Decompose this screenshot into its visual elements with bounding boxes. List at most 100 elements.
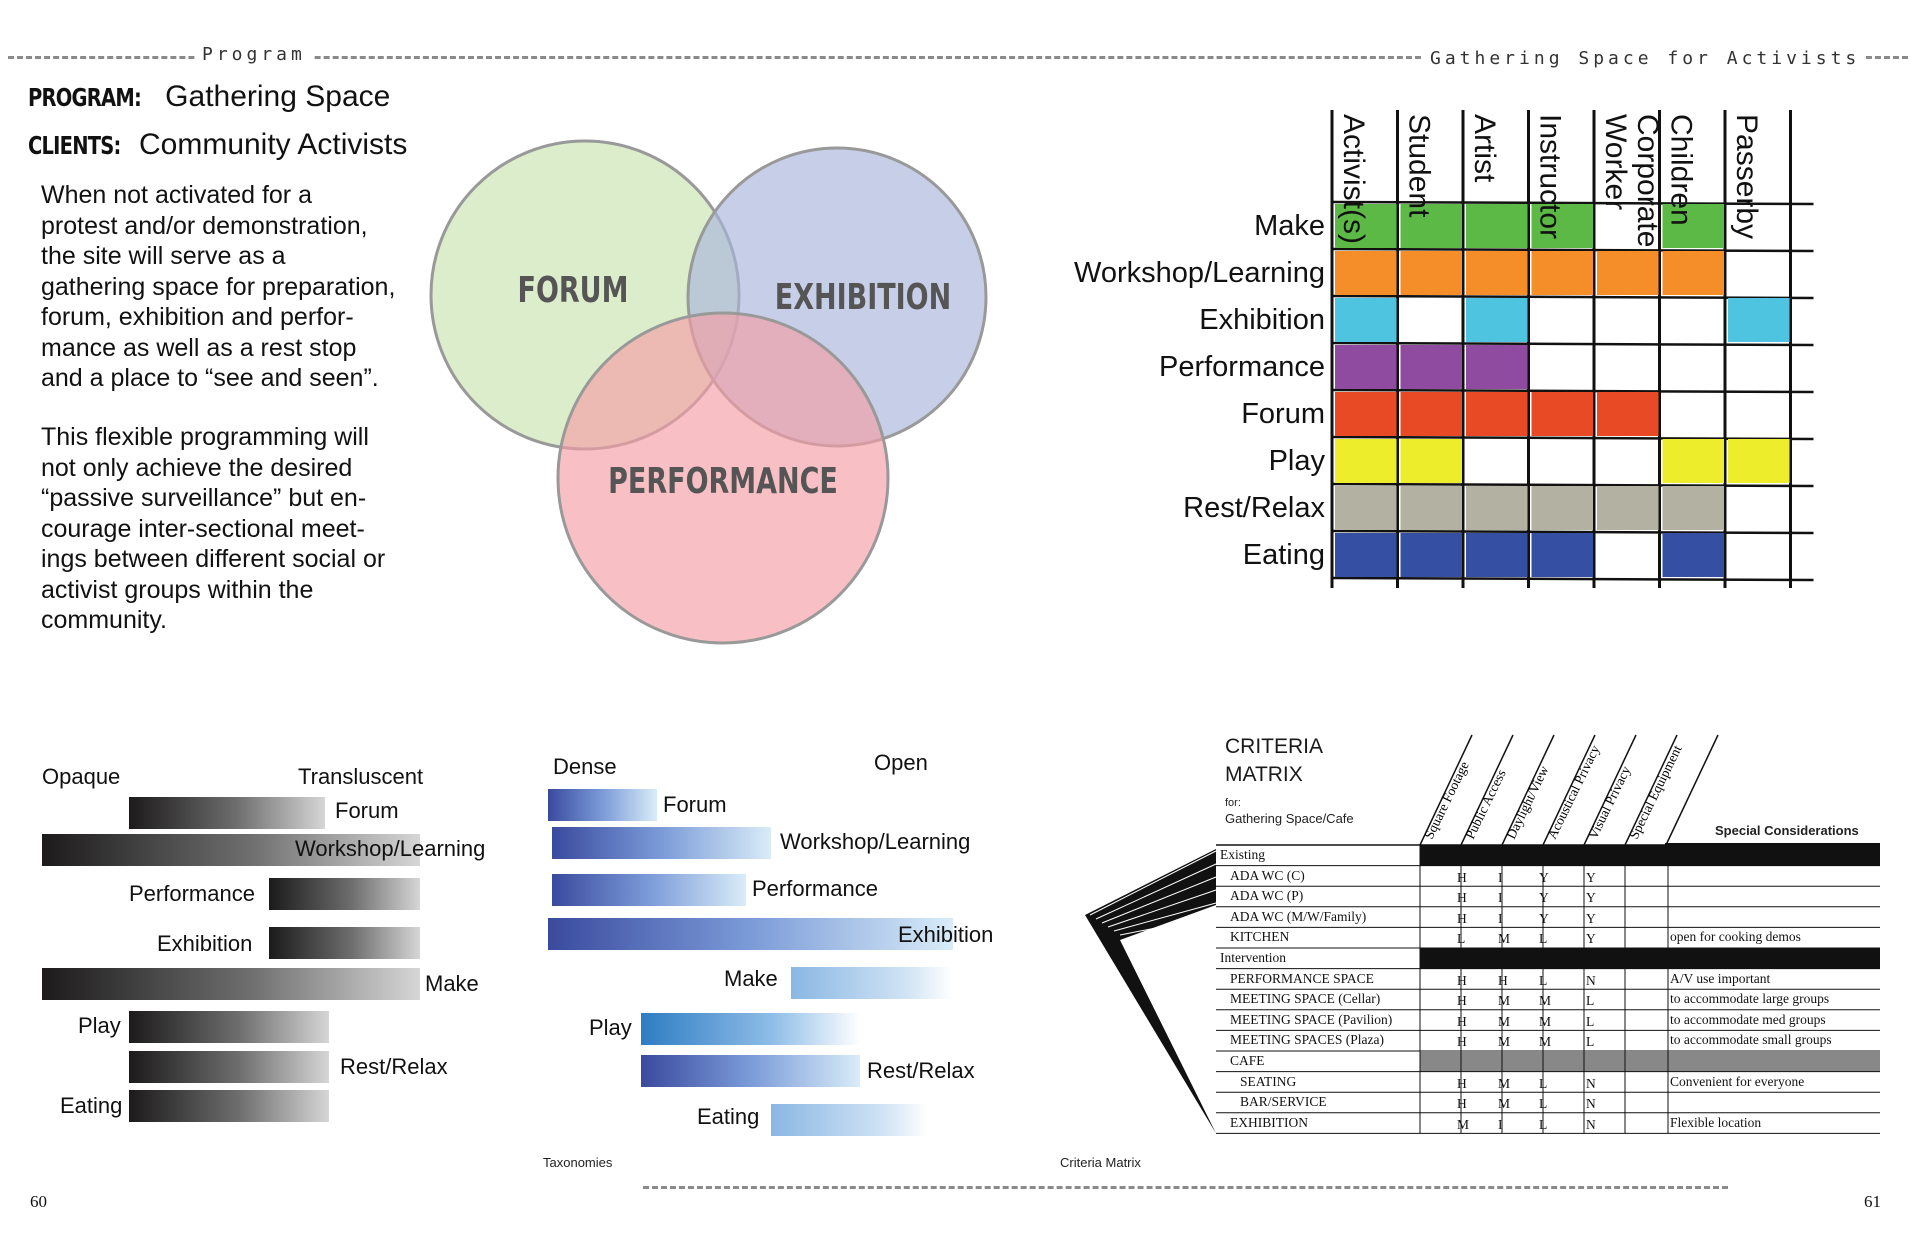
criteria-value: N (1586, 1075, 1596, 1091)
criteria-header-label: Special Equipment (1626, 743, 1684, 842)
taxonomy-bar-label: Make (425, 971, 479, 996)
matrix-row-line (1331, 200, 1814, 206)
criteria-value: N (1586, 1116, 1596, 1132)
criteria-value: N (1586, 1096, 1596, 1112)
matrix-cell (1335, 533, 1397, 577)
page-number-right: 61 (1864, 1192, 1881, 1211)
criteria-header-line (1624, 734, 1678, 846)
criteria-value: H (1457, 1096, 1467, 1112)
criteria-value: H (1457, 1013, 1467, 1029)
criteria-note: to accommodate small groups (1670, 1032, 1832, 1048)
criteria-note: Convenient for everyone (1670, 1073, 1805, 1089)
taxonomy-bar (128, 797, 326, 829)
taxonomy-bar (128, 1090, 330, 1122)
criteria-value: N (1586, 972, 1596, 988)
clients-value: Community Activists (138, 128, 408, 161)
matrix-cell (1400, 251, 1462, 295)
criteria-row-label: ADA WC (P) (1230, 888, 1304, 904)
taxonomy-density: Dense Open Forum Workshop/Learning Perform… (540, 740, 993, 1140)
criteria-value: M (1539, 993, 1552, 1009)
criteria-header-label: Visual Privacy (1585, 763, 1633, 841)
matrix-cell (1662, 251, 1724, 295)
criteria-note: to accommodate large groups (1670, 991, 1830, 1007)
criteria-value: I (1498, 890, 1503, 906)
matrix-col-label: Activist(s) (1337, 114, 1370, 244)
taxonomy-bar-label: Workshop/Learning (295, 836, 486, 861)
criteria-title-line1: CRITERIA (1225, 735, 1324, 758)
taxonomy-bar (552, 827, 771, 859)
header-left-label: Program (196, 44, 312, 65)
taxonomy-bar-label: Make (724, 966, 778, 991)
matrix-cell (1400, 204, 1462, 248)
matrix-row-label: Play (1268, 445, 1325, 477)
matrix-row-line (1331, 482, 1814, 488)
matrix-cell (1466, 345, 1528, 389)
matrix-row-label: Performance (1158, 351, 1325, 383)
matrix-cell (1728, 298, 1790, 342)
taxonomy-bar (791, 967, 953, 999)
venn-label-forum: FORUM (518, 268, 629, 311)
matrix-cell (1400, 486, 1462, 530)
opacity-left-label: Opaque (42, 764, 121, 789)
criteria-value: L (1586, 993, 1595, 1009)
criteria-hatch-line (1167, 966, 1217, 1021)
criteria-hatch-line (1089, 850, 1217, 916)
matrix-cell (1662, 439, 1724, 483)
program-paragraph-2: This flexible programming will not only … (41, 423, 386, 634)
matrix-cell (1466, 533, 1528, 577)
user-matrix: Activist(s) Student Artist Instructor Corpor… (1050, 100, 1910, 680)
criteria-subsection-bar (1420, 1051, 1880, 1072)
criteria-hatch-line (1125, 928, 1217, 940)
criteria-value: M (1457, 1116, 1470, 1132)
criteria-hatch-line (1209, 994, 1217, 1112)
criteria-header-line (1501, 734, 1555, 846)
matrix-cell (1531, 533, 1593, 577)
criteria-value: M (1498, 931, 1511, 947)
density-right-label: Open (874, 750, 928, 775)
criteria-value: M (1498, 1075, 1511, 1091)
matrix-cell (1335, 345, 1397, 389)
taxonomy-bar-label: Rest/Relax (867, 1058, 975, 1083)
matrix-cell (1531, 251, 1593, 295)
criteria-hatch-line (1149, 954, 1217, 982)
criteria-value: M (1539, 1034, 1552, 1050)
program-paragraph-1: When not activated for a protest and/or … (41, 181, 396, 392)
program-value: Gathering Space (165, 80, 391, 113)
special-considerations-header: Special Considerations (1715, 823, 1859, 838)
criteria-section-bar (1420, 845, 1880, 866)
criteria-value: L (1586, 1034, 1595, 1050)
criteria-row-label: MEETING SPACE (Pavilion) (1230, 1011, 1393, 1027)
taxonomy-opacity: Opaque Transluscent Forum Workshop/Learni… (30, 750, 510, 1140)
criteria-note: A/V use important (1670, 970, 1771, 986)
matrix-cell (1597, 392, 1659, 436)
matrix-cell (1335, 439, 1397, 483)
criteria-value: L (1586, 1013, 1595, 1029)
criteria-hatch-block (1085, 849, 1217, 1134)
criteria-row-label: PERFORMANCE SPACE (1230, 970, 1374, 986)
criteria-value: M (1498, 1013, 1511, 1029)
criteria-note: Flexible location (1670, 1114, 1762, 1130)
criteria-hatch-line (1131, 941, 1217, 944)
taxonomy-bar-label: Performance (129, 881, 255, 906)
venn-diagram: FORUM EXHIBITION PERFORMANCE (429, 139, 988, 645)
matrix-col-label: Corporate Worker (1599, 114, 1664, 248)
criteria-value: H (1457, 972, 1467, 988)
clients-key: CLIENTS: (28, 131, 121, 160)
matrix-row-label: Make (1254, 210, 1325, 242)
density-left-label: Dense (553, 754, 617, 779)
criteria-value: L (1539, 931, 1548, 947)
criteria-header-label: Public Access (1462, 767, 1509, 841)
matrix-cell (1335, 298, 1397, 342)
matrix-row-line (1331, 388, 1814, 394)
criteria-value: L (1539, 1116, 1548, 1132)
matrix-cell (1531, 392, 1593, 436)
criteria-header-line (1460, 734, 1514, 846)
taxonomy-bar (552, 874, 747, 906)
caption-taxonomies: Taxonomies (543, 1155, 613, 1170)
taxonomy-bar (268, 927, 420, 959)
matrix-row-line (1331, 529, 1814, 535)
program-key: PROGRAM: (28, 83, 142, 112)
criteria-value: M (1498, 1096, 1511, 1112)
criteria-value: L (1539, 972, 1548, 988)
criteria-value: H (1457, 1075, 1467, 1091)
